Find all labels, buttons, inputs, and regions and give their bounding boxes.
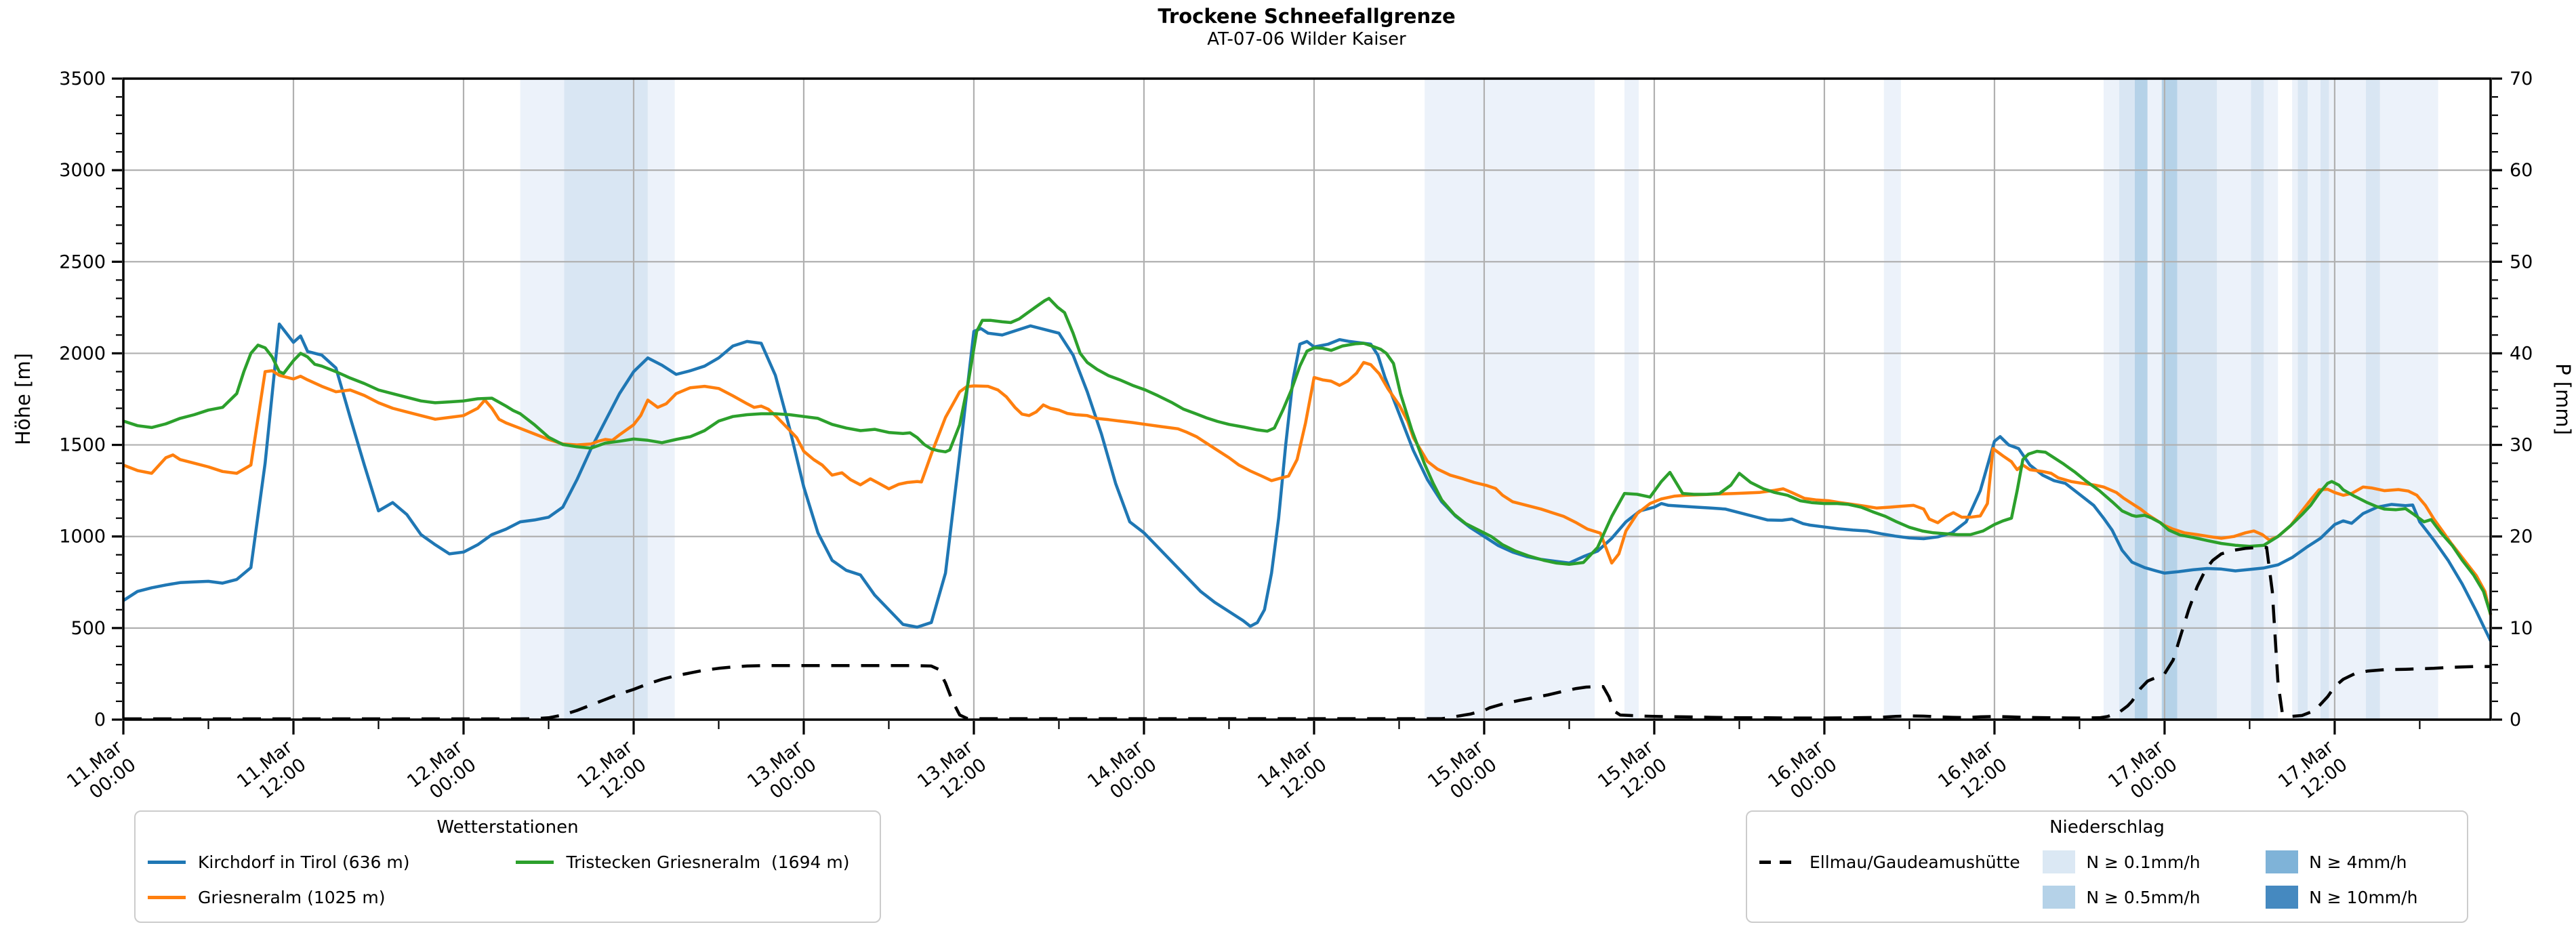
y-left-tick-label: 500	[70, 618, 106, 639]
precip-swatch-01-icon	[2043, 850, 2076, 873]
precip-swatch-05-icon	[2043, 886, 2076, 909]
precip-band	[2147, 79, 2162, 720]
legend-label: N ≥ 0.5mm/h	[2086, 887, 2201, 907]
line-sample-orange-icon	[148, 895, 186, 899]
page-title: Trockene Schneefallgrenze	[1158, 5, 1456, 28]
legend-item-n01: N ≥ 0.1mm/h	[2043, 844, 2266, 880]
precip-band	[2308, 79, 2321, 720]
legend-label: N ≥ 4mm/h	[2309, 852, 2407, 872]
y-right-tick-label: 50	[2510, 251, 2533, 272]
y-right-tick-label: 40	[2510, 343, 2533, 364]
legend-item-kirchdorf: Kirchdorf in Tirol (636 m)	[148, 844, 516, 880]
legend-item-tristecken: Tristecken Griesneralm (1694 m)	[516, 844, 867, 880]
y-left-tick-label: 3000	[59, 160, 106, 181]
legend-item-n4: N ≥ 4mm/h	[2266, 844, 2455, 880]
legend-stations-title: Wetterstationen	[436, 817, 579, 838]
legend-item-ellmau: Ellmau/Gaudeamushütte	[1759, 844, 2043, 880]
precip-band	[2161, 79, 2178, 720]
precip-band	[2135, 79, 2148, 720]
y-left-tick-label: 0	[94, 709, 106, 730]
chart-line-kirchdorf-in-tirol-636-m-	[122, 322, 2493, 642]
page-subtitle: AT-07-06 Wilder Kaiser	[1207, 29, 1406, 50]
precip-band	[2264, 79, 2278, 720]
y-left-tick-label: 1000	[59, 527, 106, 548]
y-right-tick-label: 0	[2510, 709, 2521, 730]
precip-band	[520, 79, 565, 720]
legend-label: N ≥ 0.1mm/h	[2086, 852, 2201, 872]
precip-band	[2251, 79, 2264, 720]
dashed-line-sample-icon	[1759, 860, 1797, 864]
legend-label: Griesneralm (1025 m)	[198, 887, 386, 907]
line-sample-blue-icon	[148, 860, 186, 864]
chart-line-tristecken-griesneralm-1694-m-	[123, 297, 2493, 615]
precip-band	[1624, 79, 1639, 720]
line-sample-green-icon	[516, 860, 554, 864]
legend-item-n10: N ≥ 10mm/h	[2266, 880, 2455, 915]
y-right-tick-label: 30	[2510, 435, 2533, 456]
precip-swatch-4-icon	[2266, 850, 2299, 873]
chart-line-ellmau-gaudeamush-tte	[123, 545, 2491, 721]
precip-band	[1425, 79, 1595, 720]
title-block: Trockene Schneefallgrenze AT-07-06 Wilde…	[1158, 4, 1455, 51]
y-left-tick-label: 1500	[59, 435, 106, 456]
y-right-axis-label: P [mm]	[2552, 363, 2575, 435]
precip-band	[1883, 79, 1901, 720]
precip-band	[564, 79, 648, 720]
precip-band	[2321, 79, 2329, 720]
precip-band	[2103, 79, 2119, 720]
y-left-axis-label: Höhe [m]	[12, 353, 35, 445]
y-right-tick-label: 20	[2510, 527, 2533, 548]
precip-band	[2217, 79, 2251, 720]
precip-swatch-10-icon	[2266, 886, 2299, 909]
legend-item-n05: N ≥ 0.5mm/h	[2043, 880, 2266, 915]
precip-band	[2297, 79, 2308, 720]
precip-band	[2365, 79, 2380, 720]
precip-band	[2292, 79, 2298, 720]
y-left-tick-label: 3500	[59, 68, 106, 89]
legend-label: Kirchdorf in Tirol (636 m)	[198, 852, 410, 872]
precip-band	[2379, 79, 2438, 720]
legend-stations: Wetterstationen Kirchdorf in Tirol (636 …	[134, 810, 881, 923]
plot-spines	[122, 77, 2492, 721]
legend-label: N ≥ 10mm/h	[2309, 887, 2418, 907]
precip-band	[2119, 79, 2135, 720]
y-right-tick-label: 10	[2510, 618, 2533, 639]
chart-line-griesneralm-1025-m-	[123, 360, 2493, 616]
legend-label: Tristecken Griesneralm (1694 m)	[566, 852, 850, 872]
precip-band	[2177, 79, 2217, 720]
y-right-tick-label: 70	[2510, 68, 2533, 89]
legend-label: Ellmau/Gaudeamushütte	[1810, 852, 2020, 872]
y-left-tick-label: 2500	[59, 251, 106, 272]
y-left-tick-label: 2000	[59, 343, 106, 364]
y-right-tick-label: 60	[2510, 160, 2533, 181]
legend-precip-title: Niederschlag	[2049, 817, 2165, 838]
legend-precip: Niederschlag Ellmau/Gaudeamushütte N ≥ 0…	[1746, 810, 2468, 923]
legend-item-griesneralm: Griesneralm (1025 m)	[148, 880, 516, 915]
